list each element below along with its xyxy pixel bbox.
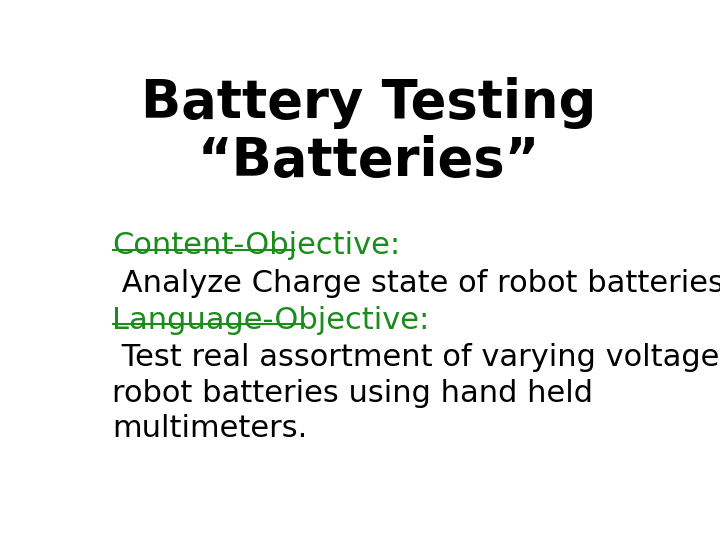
Text: Test real assortment of varying voltage: Test real assortment of varying voltage xyxy=(112,343,720,373)
Text: Content-Objective:: Content-Objective: xyxy=(112,231,400,260)
Text: Language-Objective:: Language-Objective: xyxy=(112,306,430,335)
Text: Battery Testing
“Batteries”: Battery Testing “Batteries” xyxy=(141,77,597,187)
Text: robot batteries using hand held: robot batteries using hand held xyxy=(112,379,593,408)
Text: Analyze Charge state of robot batteries.: Analyze Charge state of robot batteries. xyxy=(112,268,720,298)
Text: multimeters.: multimeters. xyxy=(112,414,307,443)
